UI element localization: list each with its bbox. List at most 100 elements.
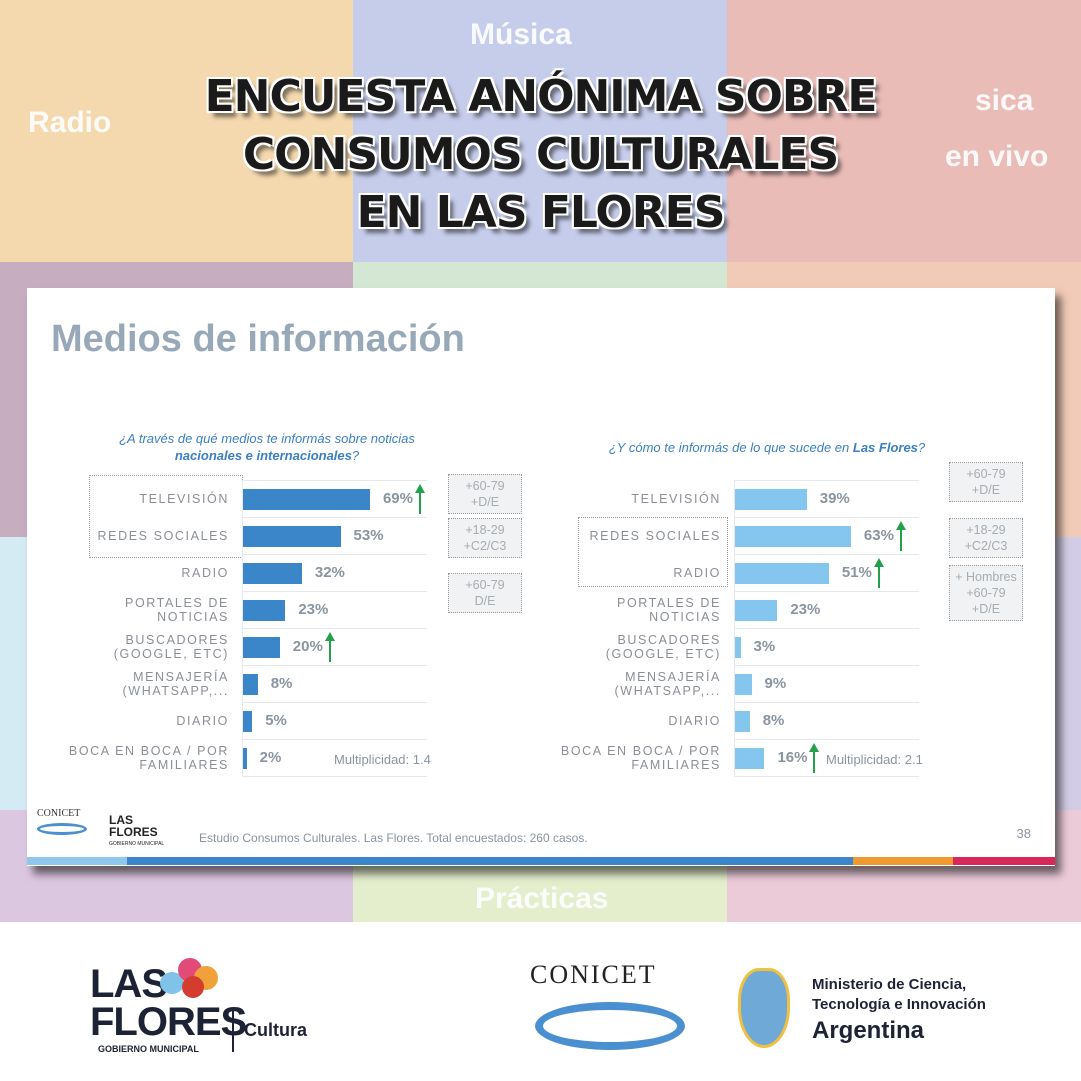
title-line: CONSUMOS CULTURALES: [242, 129, 839, 180]
data-label: 23%: [298, 601, 329, 618]
bg-word: Prácticas: [475, 882, 609, 915]
note-line: +C2/C3: [964, 539, 1008, 553]
category-label: BUSCADORES (GOOGLE, ETC): [605, 633, 721, 661]
data-label: 53%: [353, 527, 384, 544]
category-label: MENSAJERÍA (WHATSAPP,...: [122, 670, 229, 698]
bar: [735, 711, 750, 732]
category-label: REDES SOCIALES: [589, 529, 721, 543]
ministry-line: Ministerio de Ciencia,: [812, 976, 967, 993]
stripe: [953, 857, 1055, 865]
gridline: [242, 702, 427, 703]
bar: [243, 674, 258, 695]
conicet-logo: CONICET: [530, 960, 657, 989]
q-text: ?: [351, 448, 360, 463]
segment-note: +18-29 +C2/C3: [448, 518, 522, 558]
gridline: [734, 739, 919, 740]
gridline: [734, 665, 919, 666]
highlight-box: [89, 475, 243, 558]
q-text: ?: [917, 440, 926, 455]
up-arrow-icon: [895, 521, 906, 551]
bar: [243, 748, 247, 769]
bar: [243, 563, 302, 584]
gridline: [242, 739, 427, 740]
category-label: BOCA EN BOCA / POR FAMILIARES: [560, 744, 721, 772]
data-label: 8%: [762, 712, 785, 729]
logo-subtitle: GOBIERNO MUNICIPAL: [98, 1044, 199, 1054]
gridline: [242, 591, 427, 592]
chart-question-left: ¿A través de qué medios te informás sobr…: [107, 430, 427, 464]
q-text: ¿A través de qué medios te informás sobr…: [119, 431, 415, 446]
up-arrow-icon: [809, 743, 820, 773]
category-label: PORTALES DE NOTICIAS: [125, 596, 229, 624]
note-line: +C2/C3: [463, 539, 507, 553]
gridline: [242, 665, 427, 666]
bar: [735, 748, 765, 769]
data-label: 5%: [265, 712, 287, 729]
category-label: REDES SOCIALES: [97, 529, 229, 543]
note-line: D/E: [474, 594, 496, 608]
bar: [735, 526, 851, 547]
conicet-wave-icon: [37, 823, 87, 835]
segment-note: +18-29 +C2/C3: [949, 518, 1023, 558]
ministry-country: Argentina: [812, 1017, 925, 1044]
gridline: [734, 591, 919, 592]
category-label: PORTALES DE NOTICIAS: [617, 596, 721, 624]
slide-card: Medios de información ¿A través de qué m…: [27, 288, 1055, 866]
category-label: TELEVISIÓN: [139, 492, 229, 506]
slide-title: Medios de información: [51, 318, 465, 360]
category-label: RADIO: [673, 566, 721, 580]
data-label: 20%: [292, 638, 323, 655]
category-label: DIARIO: [668, 714, 721, 728]
category-label: RADIO: [181, 566, 229, 580]
note-line: +60-79: [465, 479, 505, 493]
multiplicity: Multiplicidad: 1.4: [334, 752, 431, 767]
data-label: 3%: [753, 638, 776, 655]
chart-question-right: ¿Y cómo te informás de lo que sucede en …: [567, 439, 967, 456]
data-label: 23%: [790, 601, 821, 618]
ministry-logo: Ministerio de Ciencia, Tecnología e Innov…: [812, 975, 986, 1047]
category-label: DIARIO: [176, 714, 229, 728]
banner-title: ENCUESTA ANÓNIMA SOBRE CONSUMOS CULTURAL…: [0, 68, 1081, 242]
gridline: [242, 517, 427, 518]
note-line: +60-79: [966, 467, 1006, 481]
note-line: +D/E: [971, 483, 1001, 497]
data-label: 2%: [259, 749, 282, 766]
data-label: 32%: [314, 564, 345, 581]
logo-text: FLORES: [90, 1000, 247, 1044]
up-arrow-icon: [873, 558, 884, 588]
divider: [232, 1008, 234, 1052]
highlight-box: [578, 517, 728, 587]
ministry-line: Tecnología e Innovación: [812, 996, 986, 1013]
data-label: 16%: [777, 749, 808, 766]
bg-word: Radio: [28, 106, 112, 139]
bar: [243, 637, 280, 658]
title-line: EN LAS FLORES: [356, 187, 726, 238]
note-line: +18-29: [966, 523, 1006, 537]
gridline: [734, 480, 919, 481]
segment-note: +60-79 +D/E: [448, 474, 522, 514]
flower-logo-icon: [160, 958, 222, 1003]
bar: [735, 674, 752, 695]
lasflores-sub: GOBIERNO MUNICIPAL: [109, 841, 165, 847]
bar: [735, 489, 807, 510]
argentina-coat-of-arms-icon: [738, 968, 790, 1048]
bar: [243, 489, 370, 510]
gridline: [734, 776, 919, 777]
conicet-wave-icon: [535, 1002, 685, 1050]
category-label: MENSAJERÍA (WHATSAPP,...: [614, 670, 721, 698]
segment-note: +60-79 +D/E: [949, 462, 1023, 502]
q-bold: nacionales e internacionales: [174, 448, 352, 463]
multiplicity: Multiplicidad: 2.1: [826, 752, 923, 767]
note-line: +D/E: [470, 495, 500, 509]
gridline: [242, 776, 427, 777]
data-label: 8%: [270, 675, 293, 692]
note-line: +D/E: [971, 602, 1001, 616]
gridline: [734, 554, 919, 555]
page-number: 38: [1016, 826, 1031, 841]
lasflores-logo-small: LAS FLORES: [109, 813, 158, 839]
up-arrow-icon: [414, 484, 425, 514]
conicet-logo-small: CONICET: [37, 808, 81, 819]
stripe: [27, 857, 127, 865]
note-line: +18-29: [465, 523, 505, 537]
data-label: 9%: [764, 675, 787, 692]
